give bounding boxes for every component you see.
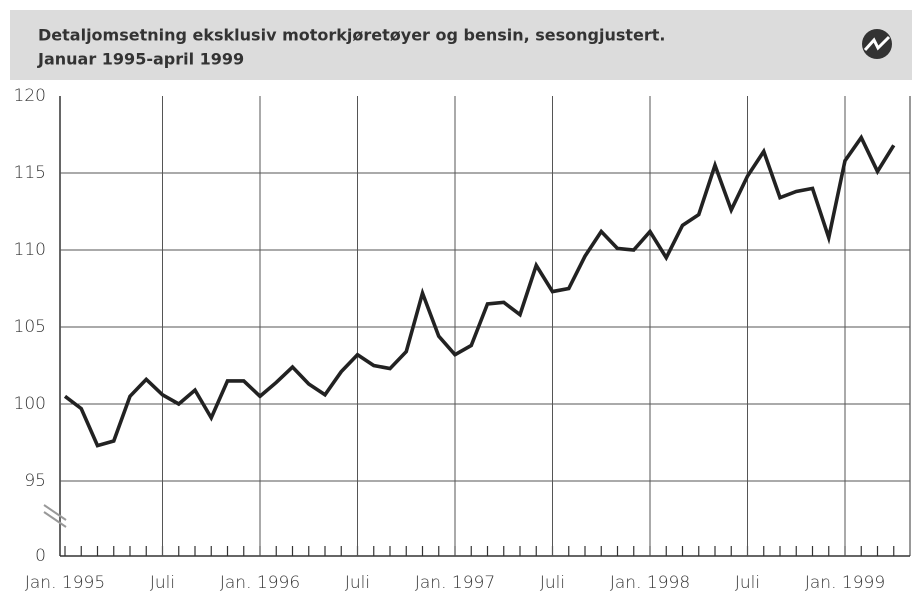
- x-tick-label: Jan. 1999: [805, 573, 885, 593]
- y-tick-label: 100: [14, 394, 46, 414]
- x-tick-label: Juli: [540, 573, 565, 593]
- y-tick-label: 115: [14, 163, 46, 183]
- x-tick-label: Jan. 1995: [25, 573, 105, 593]
- x-tick-label: Juli: [345, 573, 370, 593]
- y-tick-label: 120: [14, 86, 46, 106]
- y-tick-label: 110: [14, 240, 46, 260]
- x-tick-label: Jan. 1997: [415, 573, 495, 593]
- x-tick-label: Juli: [735, 573, 760, 593]
- chart-subtitle: Januar 1995-april 1999: [37, 50, 244, 69]
- x-tick-label: Jan. 1996: [220, 573, 300, 593]
- x-tick-label: Jan. 1998: [610, 573, 690, 593]
- logo-icon: [862, 29, 892, 59]
- header-band: [10, 10, 912, 80]
- y-tick-label: 0: [35, 546, 46, 566]
- y-tick-label: 95: [24, 471, 46, 491]
- chart-title: Detaljomsetning eksklusiv motorkjøretøye…: [38, 26, 666, 45]
- y-tick-label: 105: [14, 317, 46, 337]
- data-line: [63, 134, 896, 448]
- x-tick-label: Juli: [150, 573, 175, 593]
- axis-break: [43, 504, 67, 528]
